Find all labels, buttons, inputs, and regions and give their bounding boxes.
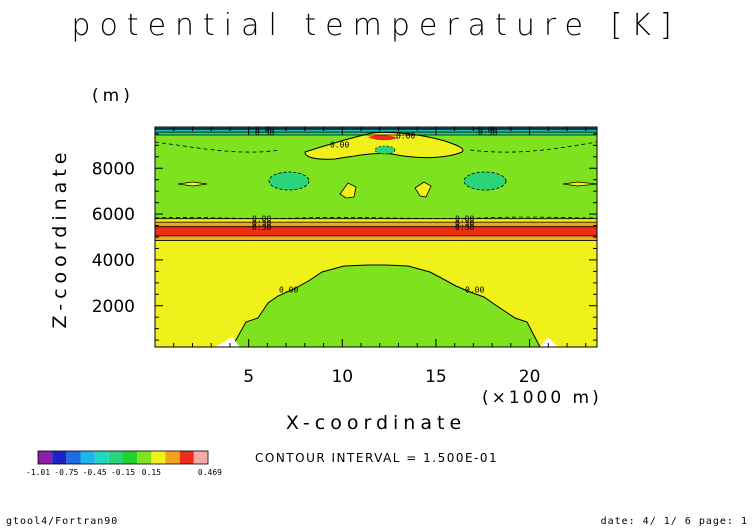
contour-label-10: 0.00 <box>396 132 415 141</box>
colorbar-cell-4 <box>94 451 109 464</box>
contour-lines <box>155 127 597 241</box>
colorbar-cell-5 <box>108 451 123 464</box>
colorbar-label-4: 0.15 <box>142 468 161 477</box>
x-tick-label-2: 15 <box>425 367 447 387</box>
colorbar-cell-11 <box>193 451 208 464</box>
y-tick-label-3: 8000 <box>92 159 135 179</box>
yellow-slit-right <box>562 181 597 187</box>
contour-label-3: 0.00 <box>455 215 474 224</box>
red-spot <box>368 135 398 141</box>
green-blob-center <box>374 145 396 155</box>
colorbar-cell-1 <box>52 451 67 464</box>
colorbar-cell-9 <box>165 451 180 464</box>
contour-label-2: 0.30 <box>252 223 271 232</box>
band-9 <box>155 127 597 129</box>
contour-label-11: 0.00 <box>330 141 349 150</box>
footer-date-page: date: 4/ 1/ 6 page: 1 <box>600 516 748 527</box>
colorbar-label-1: -0.75 <box>54 468 78 477</box>
green-mound <box>231 264 541 347</box>
contour-label-13: 0.00 <box>465 286 484 295</box>
contour-interval-text: CONTOUR INTERVAL = 1.500E-01 <box>255 451 499 465</box>
x-tick-label-0: 5 <box>243 367 254 387</box>
y-tick-label-0: 2000 <box>92 297 135 317</box>
colorbar-cell-10 <box>179 451 194 464</box>
band-1 <box>155 235 597 241</box>
colorbar-cell-2 <box>66 451 81 464</box>
contour-label-0: 0.00 <box>252 215 271 224</box>
colorbar-label-3: -0.15 <box>111 468 135 477</box>
colorbar-cell-6 <box>123 451 138 464</box>
colorbar-cell-0 <box>38 451 53 464</box>
yellow-slit-left <box>177 181 208 187</box>
y-tick-label-1: 4000 <box>92 251 135 271</box>
green-blob-right <box>463 171 507 191</box>
yellow-blob-right <box>414 181 432 198</box>
colorbar-label-0: -1.01 <box>26 468 50 477</box>
contour-label-1: 0.30 <box>252 219 271 228</box>
band-4 <box>155 218 597 223</box>
colorbar-label-2: -0.45 <box>83 468 107 477</box>
green-blob-left <box>268 171 310 191</box>
contour-features <box>155 131 597 347</box>
light-green-ring <box>215 337 240 347</box>
colorbar-cell-8 <box>151 451 166 464</box>
chart-title: potential temperature [K] <box>71 8 681 43</box>
dashed-contour-mid <box>155 216 597 219</box>
x-tick-label-1: 10 <box>331 367 353 387</box>
contour-label-4: 0.30 <box>455 219 474 228</box>
x-axis-label: X-coordinate <box>285 412 467 434</box>
colorbar-label-5: 0.469 <box>198 468 222 477</box>
band-2 <box>155 226 597 236</box>
band-7 <box>155 129 597 133</box>
contour-label-9: 0.30 <box>478 129 497 138</box>
band-3 <box>155 222 597 227</box>
dashed-contour-top <box>155 141 597 153</box>
contour-label-7: 0.30 <box>255 129 274 138</box>
colorbar-cell-3 <box>80 451 95 464</box>
contour-label-12: 0.00 <box>279 286 298 295</box>
y-unit-label: (m) <box>92 86 134 106</box>
footer-program: gtool4/Fortran90 <box>6 516 119 527</box>
contour-label-6: 0.00 <box>255 125 274 134</box>
colorbar: -1.01 -0.75 -0.45 -0.15 0.15 0.469 <box>26 450 222 477</box>
band-8 <box>155 128 597 130</box>
colorbar-cell-7 <box>137 451 152 464</box>
y-tick-label-2: 6000 <box>92 205 135 225</box>
x-unit-label: (×1000 m) <box>482 388 602 408</box>
x-tick-label-3: 20 <box>519 367 541 387</box>
light-green-ring-right <box>540 337 558 347</box>
contour-labels: 0.000.300.300.000.300.300.000.300.000.30… <box>252 125 497 295</box>
axes: 5 10 15 20 2000 4000 6000 8000 <box>92 127 597 387</box>
contour-label-5: 0.30 <box>455 223 474 232</box>
yellow-blob-left <box>339 182 357 199</box>
contour-label-8: 0.00 <box>478 125 497 134</box>
